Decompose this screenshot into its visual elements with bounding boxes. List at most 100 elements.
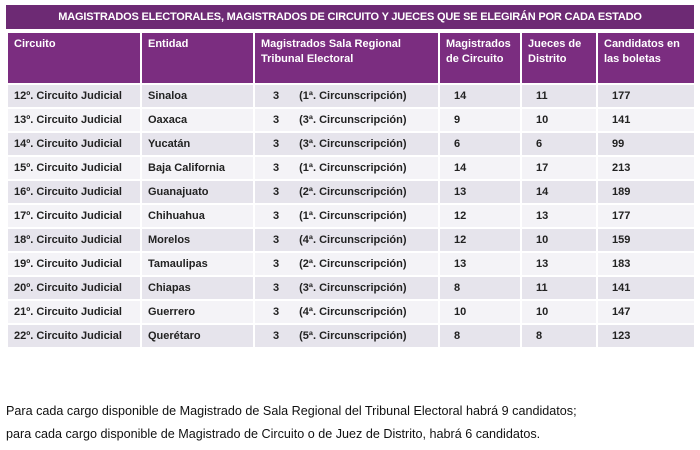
table-row: 19º. Circuito Judicial Tamaulipas 3 (2ª. Ci…: [6, 251, 696, 277]
column-header: Circuito: [6, 31, 142, 85]
table-row: 21º. Circuito Judicial Guerrero 3 (4ª. Circ…: [6, 299, 696, 325]
magistrates-cell: 6: [438, 131, 522, 157]
column-header: Magistrados Sala Regional Tribunal Elect…: [253, 31, 440, 85]
circunscription: (4ª. Circunscripción): [299, 306, 407, 318]
column-header: Candidatos en las boletas: [596, 31, 696, 85]
note: para cada cargo disponible de Magistrado…: [6, 427, 541, 441]
candidates-cell: 183: [596, 251, 696, 277]
entity-cell: Chiapas: [140, 275, 255, 301]
judges-cell: 6: [520, 131, 598, 157]
sala-content: 3 (3ª. Circunscripción): [261, 114, 432, 126]
sala-count: 3: [273, 210, 280, 222]
magistrates-cell: 9: [438, 107, 522, 133]
sala-cell: 3 (2ª. Circunscripción): [253, 251, 440, 277]
sala-count: 3: [273, 258, 280, 270]
circuit-cell: 14º. Circuito Judicial: [6, 131, 142, 157]
sala-cell: 3 (1ª. Circunscripción): [253, 83, 440, 109]
table-row: 18º. Circuito Judicial Morelos 3 (4ª. Circu…: [6, 227, 696, 253]
sala-content: 3 (1ª. Circunscripción): [261, 162, 432, 174]
column-header: Jueces de Distrito: [520, 31, 598, 85]
sala-count: 3: [273, 162, 280, 174]
circunscription: (3ª. Circunscripción): [299, 114, 407, 126]
circunscription: (2ª. Circunscripción): [299, 186, 407, 198]
circunscription: (4ª. Circunscripción): [299, 234, 407, 246]
candidates-cell: 99: [596, 131, 696, 157]
circuit-cell: 19º. Circuito Judicial: [6, 251, 142, 277]
table-row: 13º. Circuito Judicial Oaxaca 3 (3ª. Circun…: [6, 107, 696, 133]
sala-content: 3 (1ª. Circunscripción): [261, 90, 432, 102]
circunscription: (5ª. Circunscripción): [299, 330, 407, 342]
circuit-cell: 13º. Circuito Judicial: [6, 107, 142, 133]
judges-cell: 10: [520, 107, 598, 133]
candidates-cell: 147: [596, 299, 696, 325]
note: Para cada cargo disponible de Magistrado…: [6, 404, 577, 418]
sala-cell: 3 (1ª. Circunscripción): [253, 203, 440, 229]
candidates-cell: 141: [596, 275, 696, 301]
circuit-cell: 18º. Circuito Judicial: [6, 227, 142, 253]
magistrates-cell: 12: [438, 227, 522, 253]
sala-cell: 3 (3ª. Circunscripción): [253, 107, 440, 133]
sala-content: 3 (2ª. Circunscripción): [261, 258, 432, 270]
notes: Para cada cargo disponible de Magistrado…: [6, 400, 577, 446]
sala-content: 3 (3ª. Circunscripción): [261, 138, 432, 150]
header-row: Circuito Entidad Magistrados Sala Regional…: [6, 31, 696, 85]
circunscription: (1ª. Circunscripción): [299, 162, 407, 174]
circunscription: (1ª. Circunscripción): [299, 90, 407, 102]
sala-content: 3 (1ª. Circunscripción): [261, 210, 432, 222]
judges-cell: 10: [520, 299, 598, 325]
entity-cell: Baja California: [140, 155, 255, 181]
judges-cell: 13: [520, 203, 598, 229]
column-header: Entidad: [140, 31, 255, 85]
candidates-cell: 123: [596, 323, 696, 349]
table-row: 17º. Circuito Judicial Chihuahua 3 (1ª. Cir…: [6, 203, 696, 229]
sala-content: 3 (2ª. Circunscripción): [261, 186, 432, 198]
circuit-cell: 22º. Circuito Judicial: [6, 323, 142, 349]
entity-cell: Chihuahua: [140, 203, 255, 229]
sala-count: 3: [273, 138, 280, 150]
table-body: 12º. Circuito Judicial Sinaloa 3 (1ª. Circu…: [6, 83, 696, 349]
entity-cell: Yucatán: [140, 131, 255, 157]
magistrates-cell: 14: [438, 83, 522, 109]
table-row: 12º. Circuito Judicial Sinaloa 3 (1ª. Circu…: [6, 83, 696, 109]
judges-cell: 17: [520, 155, 598, 181]
sala-content: 3 (5ª. Circunscripción): [261, 330, 432, 342]
table-row: 15º. Circuito Judicial Baja California 3 (1…: [6, 155, 696, 181]
table-row: 16º. Circuito Judicial Guanajuato 3 (2ª. Ci…: [6, 179, 696, 205]
sala-content: 3 (4ª. Circunscripción): [261, 234, 432, 246]
circunscription: (3ª. Circunscripción): [299, 138, 407, 150]
entity-cell: Morelos: [140, 227, 255, 253]
table-title: MAGISTRADOS ELECTORALES, MAGISTRADOS DE …: [6, 5, 694, 29]
circuit-cell: 17º. Circuito Judicial: [6, 203, 142, 229]
judges-cell: 10: [520, 227, 598, 253]
entity-cell: Querétaro: [140, 323, 255, 349]
table-row: 22º. Circuito Judicial Querétaro 3 (5ª. Cir…: [6, 323, 696, 349]
magistrates-cell: 13: [438, 179, 522, 205]
circuit-cell: 12º. Circuito Judicial: [6, 83, 142, 109]
entity-cell: Guerrero: [140, 299, 255, 325]
circunscription: (2ª. Circunscripción): [299, 258, 407, 270]
sala-cell: 3 (1ª. Circunscripción): [253, 155, 440, 181]
table-row: 20º. Circuito Judicial Chiapas 3 (3ª. Circu…: [6, 275, 696, 301]
circunscription: (1ª. Circunscripción): [299, 210, 407, 222]
magistrates-cell: 12: [438, 203, 522, 229]
judges-cell: 14: [520, 179, 598, 205]
candidates-cell: 159: [596, 227, 696, 253]
sala-count: 3: [273, 234, 280, 246]
entity-cell: Oaxaca: [140, 107, 255, 133]
sala-count: 3: [273, 306, 280, 318]
sala-cell: 3 (3ª. Circunscripción): [253, 131, 440, 157]
candidates-cell: 141: [596, 107, 696, 133]
entity-cell: Guanajuato: [140, 179, 255, 205]
sala-cell: 3 (4ª. Circunscripción): [253, 227, 440, 253]
magistrates-cell: 13: [438, 251, 522, 277]
entity-cell: Tamaulipas: [140, 251, 255, 277]
candidates-cell: 213: [596, 155, 696, 181]
sala-cell: 3 (3ª. Circunscripción): [253, 275, 440, 301]
table-row: 14º. Circuito Judicial Yucatán 3 (3ª. Circu…: [6, 131, 696, 157]
candidates-cell: 177: [596, 203, 696, 229]
sala-count: 3: [273, 330, 280, 342]
sala-cell: 3 (2ª. Circunscripción): [253, 179, 440, 205]
judges-cell: 11: [520, 275, 598, 301]
candidates-cell: 177: [596, 83, 696, 109]
